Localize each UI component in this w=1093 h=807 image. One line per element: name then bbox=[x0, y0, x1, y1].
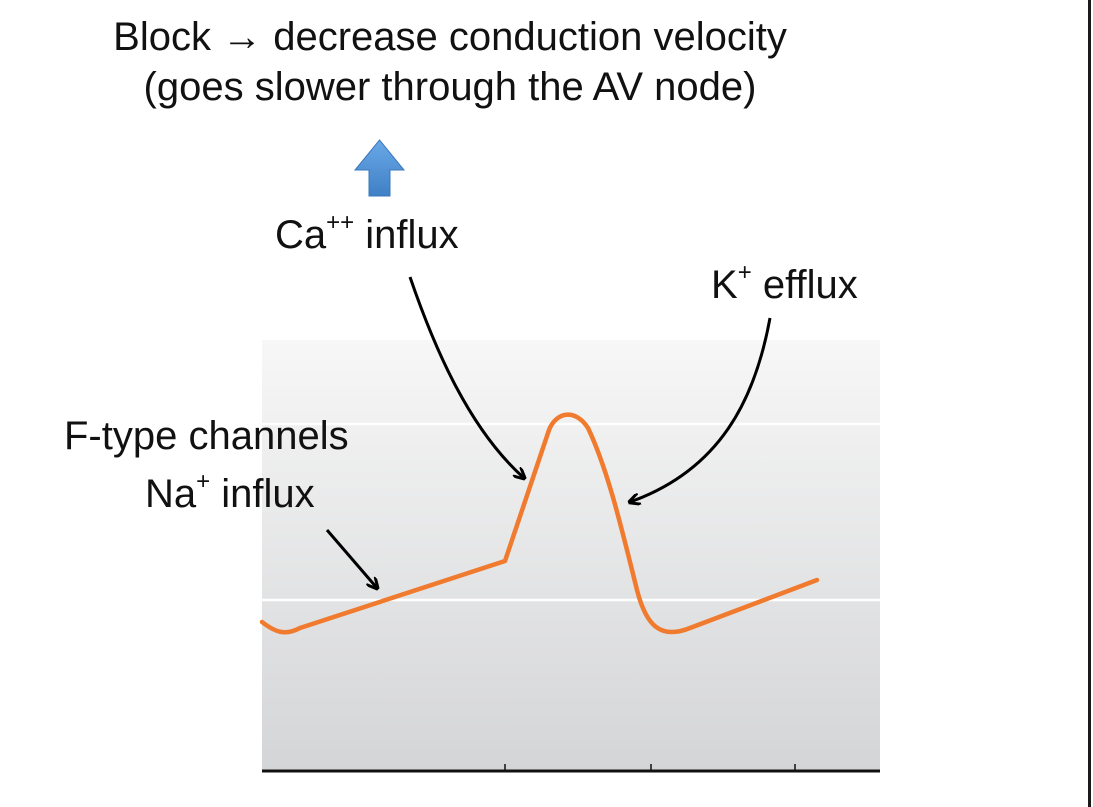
plot-background bbox=[262, 340, 880, 770]
k-efflux-arrow bbox=[630, 317, 772, 502]
slide-title: Block → decrease conduction velocity (go… bbox=[0, 12, 900, 112]
na-influx-label: Na+ influx bbox=[145, 468, 315, 516]
k-efflux-label: K+ efflux bbox=[711, 259, 858, 307]
title-line-2: (goes slower through the AV node) bbox=[143, 65, 757, 109]
f-type-channels-label: F-type channels bbox=[64, 414, 349, 458]
blue-up-arrow-icon bbox=[353, 139, 406, 197]
ca-influx-arrow bbox=[408, 276, 524, 478]
ca-influx-label: Ca++ influx bbox=[275, 209, 459, 257]
title-line-1: Block → decrease conduction velocity bbox=[113, 15, 787, 59]
action-potential-trace bbox=[259, 412, 820, 635]
slide-right-border bbox=[1088, 0, 1091, 807]
na-influx-arrow bbox=[325, 529, 377, 588]
